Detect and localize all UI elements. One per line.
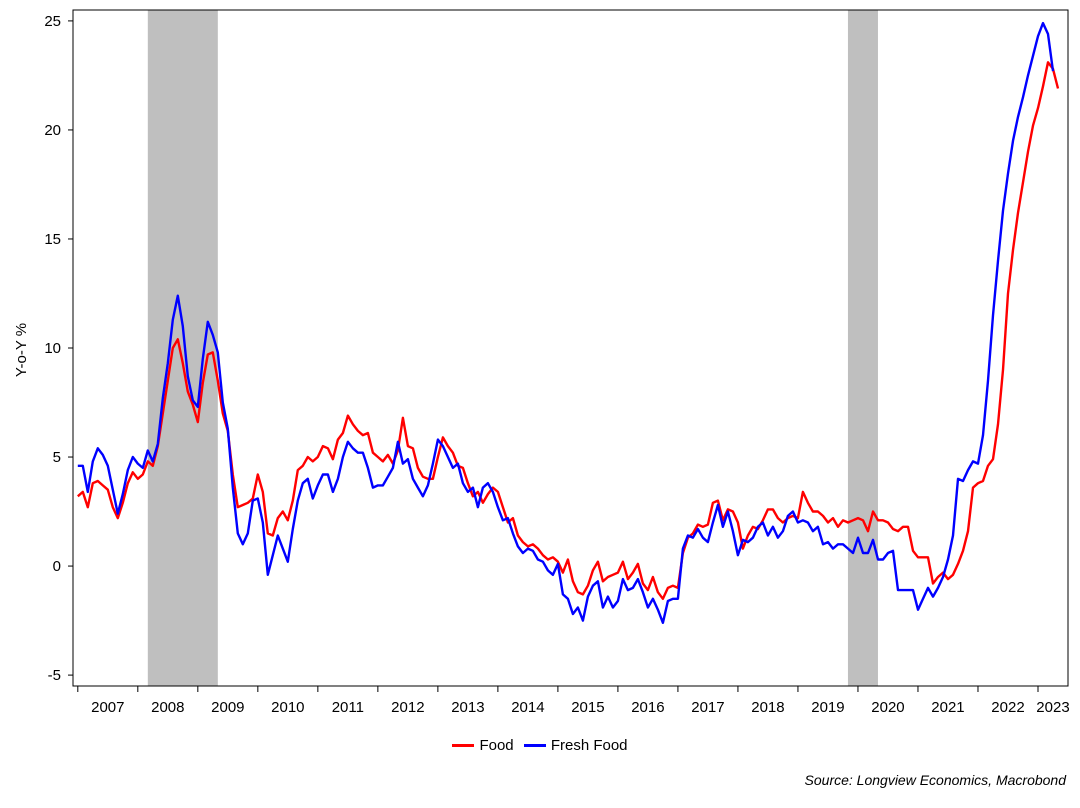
x-tick-label-2021: 2021	[931, 699, 964, 716]
y-tick-label-15: 15	[44, 231, 61, 248]
legend-swatch-food	[452, 744, 475, 747]
x-tick-label-2009: 2009	[211, 699, 244, 716]
x-tick-label-2019: 2019	[811, 699, 844, 716]
x-tick-label-2017: 2017	[691, 699, 724, 716]
legend-item-food: Food	[452, 737, 514, 754]
legend-swatch-fresh-food	[523, 744, 546, 747]
x-tick-label-2014: 2014	[511, 699, 544, 716]
x-tick-label-2023: 2023	[1036, 699, 1069, 716]
legend-label-food: Food	[479, 737, 514, 754]
x-axis: 2007 2008 2009 2010 2011 2012 2013 2014 2015 2016…	[77, 686, 1070, 716]
source-note: Source: Longview Economics, Macrobond	[804, 772, 1066, 788]
legend: Food Fresh Food	[0, 734, 1080, 754]
series-lines	[77, 21, 1060, 624]
y-axis: -5 0 5 10 15 20 25	[44, 13, 73, 684]
plot-frame	[72, 9, 1069, 687]
y-axis-label: Y-o-Y %	[13, 323, 30, 377]
x-tick-label-2022: 2022	[991, 699, 1024, 716]
y-tick-label--5: -5	[48, 667, 61, 684]
x-tick-label-2010: 2010	[271, 699, 304, 716]
series-line-fresh-food	[77, 21, 1055, 624]
shaded-period-0	[147, 10, 218, 686]
y-tick-label-0: 0	[53, 558, 61, 575]
recession-shading	[147, 10, 878, 686]
x-tick-label-2018: 2018	[751, 699, 784, 716]
y-tick-label-5: 5	[53, 449, 61, 466]
legend-item-fresh-food: Fresh Food	[523, 737, 628, 754]
shaded-period-1	[847, 10, 878, 686]
series-line-food	[77, 61, 1060, 600]
x-tick-label-2012: 2012	[391, 699, 424, 716]
y-tick-label-10: 10	[44, 340, 61, 357]
x-tick-label-2007: 2007	[91, 699, 124, 716]
x-tick-label-2011: 2011	[332, 699, 364, 716]
x-tick-label-2016: 2016	[631, 699, 664, 716]
legend-label-fresh-food: Fresh Food	[550, 737, 628, 754]
y-tick-label-25: 25	[44, 13, 61, 30]
x-tick-label-2015: 2015	[571, 699, 604, 716]
chart: -5 0 5 10 15 20 25 2007 2008 2009 2010 2011 2012 201…	[13, 9, 1070, 716]
x-tick-label-2020: 2020	[871, 699, 904, 716]
x-tick-label-2013: 2013	[451, 699, 484, 716]
y-tick-label-20: 20	[44, 122, 61, 139]
x-tick-label-2008: 2008	[151, 699, 184, 716]
